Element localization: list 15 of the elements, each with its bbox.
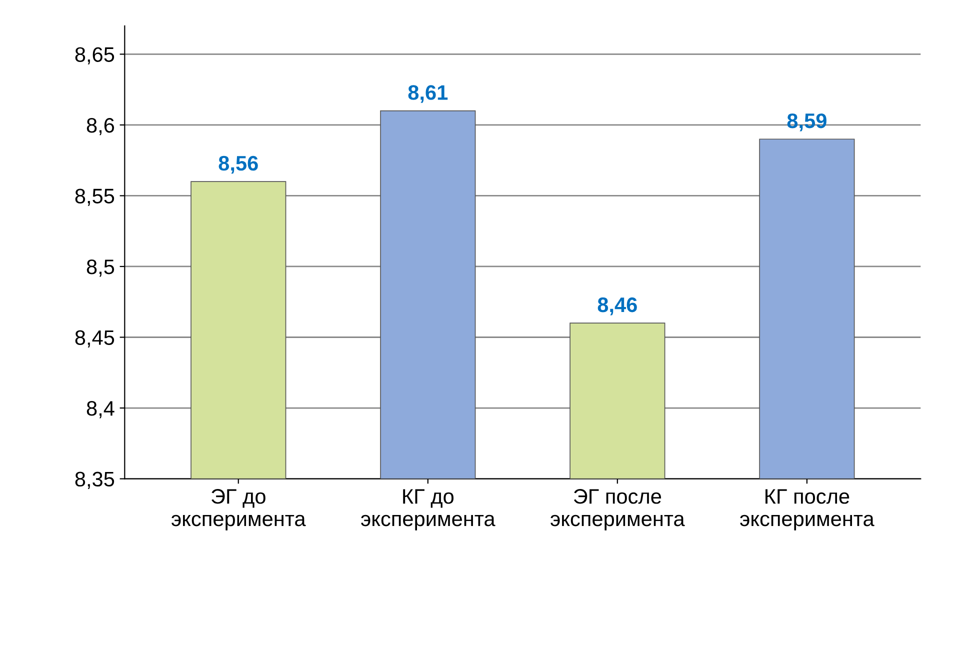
y-tick-label: 8,65 [75, 47, 114, 64]
y-tick-label: 8,4 [86, 401, 114, 418]
y-tick-label: 8,35 [75, 472, 114, 489]
x-tick-label: КГ после эксперимента [740, 489, 874, 530]
y-tick-label: 8,55 [75, 188, 114, 206]
x-tick-label: ЭГ после эксперимента [550, 489, 685, 530]
y-tick-label: 8,6 [86, 118, 114, 136]
data-label: 8,61 [408, 85, 448, 103]
y-tick-label: 8,5 [86, 259, 114, 277]
y-tick-label: 8,45 [75, 330, 114, 348]
data-label: 8,46 [598, 297, 637, 316]
x-tick-label: КГ до эксперимента [361, 489, 496, 530]
data-label: 8,56 [218, 156, 258, 174]
data-label: 8,59 [787, 113, 826, 132]
x-tick-label: ЭГ до эксперимента [172, 489, 306, 530]
